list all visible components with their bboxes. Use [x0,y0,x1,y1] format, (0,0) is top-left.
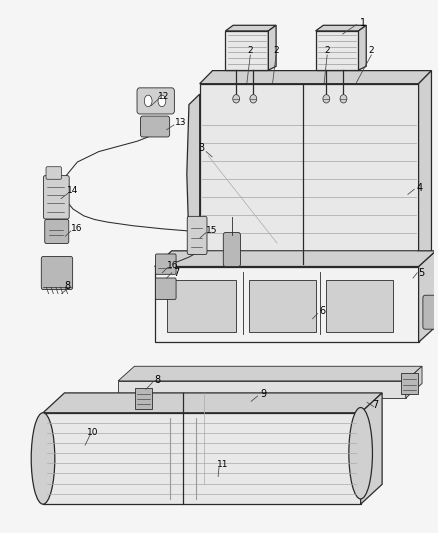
Text: 5: 5 [418,268,425,278]
Text: 3: 3 [198,143,205,154]
FancyBboxPatch shape [141,116,170,137]
FancyBboxPatch shape [155,254,176,274]
Polygon shape [43,393,382,413]
FancyBboxPatch shape [46,167,61,179]
Polygon shape [419,71,431,264]
Text: 2: 2 [247,46,253,55]
Text: 4: 4 [417,183,423,193]
Circle shape [250,95,257,103]
Polygon shape [200,84,419,264]
Polygon shape [226,25,276,31]
Text: 8: 8 [65,281,71,292]
Polygon shape [155,266,419,342]
Polygon shape [360,393,382,504]
Text: 10: 10 [87,427,98,437]
Ellipse shape [31,413,55,504]
Polygon shape [249,280,315,332]
Polygon shape [401,373,418,394]
Polygon shape [406,366,422,398]
Ellipse shape [144,95,152,107]
Circle shape [233,95,240,103]
Circle shape [323,95,330,103]
Text: 7: 7 [373,400,379,410]
Ellipse shape [349,408,372,499]
Text: 12: 12 [159,92,170,101]
Text: 14: 14 [67,186,78,195]
Text: 16: 16 [167,261,179,270]
Polygon shape [315,31,358,70]
Polygon shape [200,71,431,84]
FancyBboxPatch shape [43,175,69,219]
Text: 2: 2 [368,46,374,55]
Polygon shape [118,381,406,398]
Polygon shape [118,366,422,381]
Text: 13: 13 [175,118,186,127]
FancyBboxPatch shape [45,220,69,244]
Text: 2: 2 [325,46,330,55]
Text: 8: 8 [155,375,161,385]
FancyBboxPatch shape [155,278,176,300]
FancyBboxPatch shape [423,295,438,329]
Text: 1: 1 [360,18,366,28]
Polygon shape [358,25,366,70]
Polygon shape [135,387,152,409]
FancyBboxPatch shape [41,256,73,289]
Polygon shape [315,25,366,31]
FancyBboxPatch shape [187,216,207,254]
FancyBboxPatch shape [223,232,240,266]
FancyBboxPatch shape [137,88,174,114]
Polygon shape [155,251,436,266]
Text: 6: 6 [320,306,326,316]
Polygon shape [226,31,268,70]
Polygon shape [167,280,236,332]
Text: 9: 9 [260,390,266,399]
Text: 16: 16 [71,224,82,233]
Text: 7: 7 [173,268,179,278]
Polygon shape [419,251,436,342]
Ellipse shape [158,95,166,107]
Polygon shape [268,25,276,70]
Text: 15: 15 [205,227,217,236]
Text: 11: 11 [217,461,228,470]
Text: 2: 2 [273,46,279,55]
Polygon shape [187,94,200,254]
Circle shape [340,95,347,103]
Polygon shape [43,413,360,504]
Polygon shape [326,280,393,332]
